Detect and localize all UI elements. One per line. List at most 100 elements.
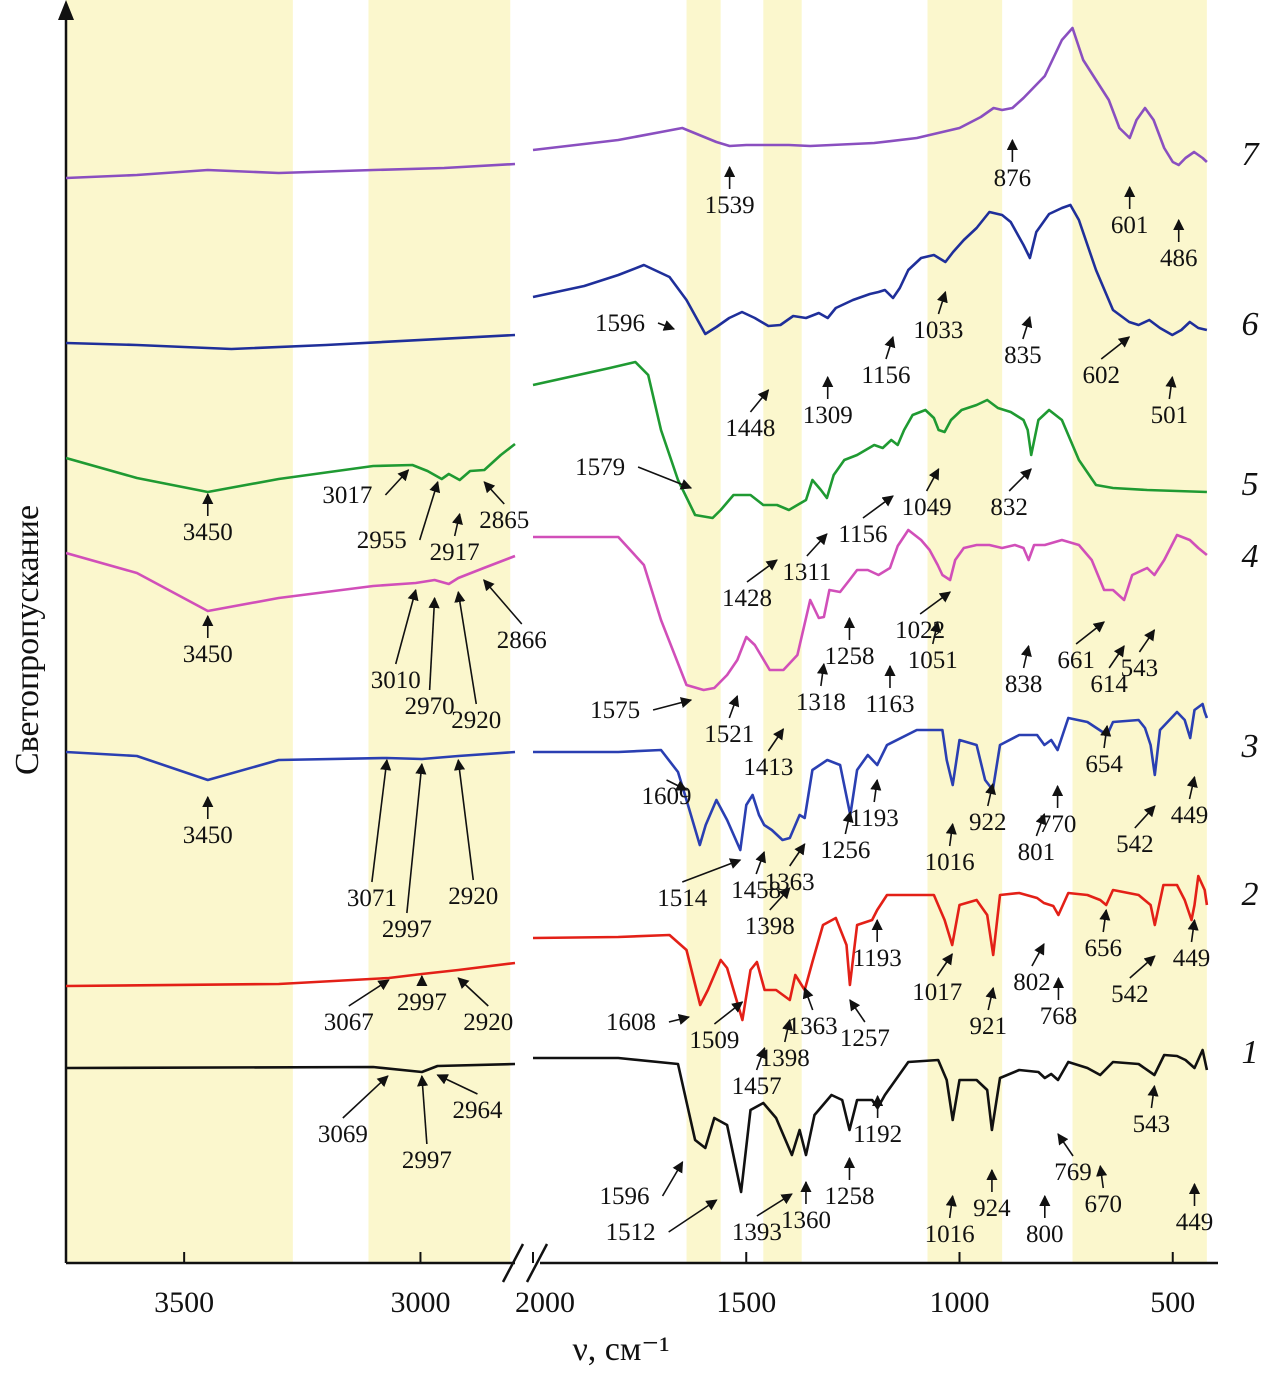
peak-arrow — [849, 999, 866, 1023]
peak-arrow — [371, 758, 392, 883]
series-line-6 — [66, 333, 516, 351]
peak-annotation: 1318 — [796, 662, 846, 716]
peak-label: 1609 — [642, 783, 692, 810]
peak-arrow — [919, 591, 952, 615]
axis-break-mark — [525, 1243, 549, 1283]
peak-label: 1257 — [840, 1025, 890, 1052]
peak-label: 449 — [1171, 802, 1209, 829]
peak-arrow — [348, 979, 390, 1007]
peak-label: 770 — [1039, 811, 1077, 838]
peak-label: 449 — [1176, 1209, 1214, 1236]
peak-arrow — [945, 822, 957, 847]
peak-annotation: 614 — [1090, 645, 1128, 698]
highlight-band — [66, 0, 293, 1263]
peak-label: 1393 — [732, 1219, 782, 1246]
peak-annotation: 2997 — [382, 762, 432, 943]
curve-number: 2 — [1242, 876, 1259, 913]
peak-annotation: 1192 — [853, 1094, 902, 1148]
peak-label: 1051 — [908, 647, 958, 674]
y-axis-arrow-icon — [58, 0, 74, 20]
peak-arrow — [930, 620, 941, 645]
peak-annotation: 3010 — [371, 588, 421, 694]
peak-annotation: 838 — [1005, 644, 1043, 698]
peak-label: 501 — [1151, 402, 1189, 429]
peak-annotation: 2955 — [357, 480, 441, 554]
peak-label: 2920 — [448, 883, 498, 910]
peak-arrow — [767, 728, 785, 752]
curve-number: 6 — [1242, 306, 1259, 343]
peak-label: 2964 — [452, 1097, 503, 1124]
peak-annotation: 1051 — [908, 620, 958, 674]
peak-annotation: 661 — [1057, 621, 1105, 674]
peak-arrow — [802, 986, 814, 1011]
peak-label: 1509 — [689, 1027, 739, 1054]
peak-label: 614 — [1090, 671, 1128, 698]
peak-label: 802 — [1013, 969, 1051, 996]
peak-arrow — [451, 512, 463, 537]
peak-label: 543 — [1133, 1111, 1171, 1138]
peak-arrow — [870, 778, 882, 803]
peak-annotation: 542 — [1111, 955, 1156, 1008]
peak-label: 921 — [969, 1013, 1007, 1040]
peak-annotation: 1457 — [732, 1046, 782, 1100]
peak-label: 832 — [990, 494, 1028, 521]
peak-annotation: 601 — [1111, 185, 1148, 239]
peak-annotation: 800 — [1026, 1194, 1064, 1248]
peak-label: 3071 — [347, 885, 397, 912]
peak-label: 1521 — [704, 721, 754, 748]
peak-arrow — [661, 1161, 684, 1197]
axis-break-mark — [501, 1243, 525, 1283]
peak-arrow — [728, 694, 740, 719]
peak-annotation: 1163 — [865, 664, 915, 718]
peak-annotation: 542 — [1116, 805, 1156, 858]
peak-arrow — [985, 986, 997, 1011]
peak-arrow — [417, 1074, 429, 1145]
peak-annotation: 924 — [973, 1168, 1011, 1222]
peak-annotation: 876 — [994, 138, 1031, 192]
peak-label: 1311 — [782, 559, 831, 586]
peak-arrow — [862, 495, 894, 519]
peak-label: 3450 — [183, 519, 233, 546]
series-line-5 — [66, 442, 516, 494]
peak-label: 1156 — [861, 362, 910, 389]
peak-label: 3010 — [371, 667, 421, 694]
highlight-band — [686, 0, 721, 1263]
peak-annotation: 670 — [1084, 1164, 1122, 1218]
peak-annotation: 1033 — [913, 290, 963, 344]
peak-label: 1192 — [853, 1121, 902, 1148]
peak-label: 1022 — [895, 617, 945, 644]
peak-arrow — [1129, 955, 1156, 979]
peak-annotation: 1428 — [722, 559, 778, 612]
peak-arrow — [1021, 315, 1033, 340]
peak-arrow — [483, 481, 505, 505]
peak-arrow — [681, 858, 742, 883]
peak-annotation: 1575 — [590, 697, 693, 724]
peak-label: 1256 — [820, 837, 870, 864]
peak-arrow — [1020, 644, 1032, 669]
peak-label: 1575 — [590, 697, 640, 724]
peak-arrow — [1100, 724, 1112, 749]
peak-annotation: 2997 — [402, 1074, 452, 1174]
peak-label: 2865 — [479, 507, 529, 534]
peak-annotation: 1539 — [705, 165, 755, 219]
peak-label: 449 — [1173, 945, 1211, 972]
peak-annotation: 1514 — [657, 858, 742, 912]
peak-annotation: 1016 — [925, 1194, 975, 1248]
peak-label: 3067 — [324, 1009, 374, 1036]
peak-annotation: 1596 — [600, 1161, 684, 1210]
peak-annotation: 1017 — [912, 953, 962, 1006]
peak-annotation: 1193 — [850, 778, 899, 832]
peak-arrow — [1165, 375, 1177, 400]
peak-label: 2955 — [357, 527, 407, 554]
peak-label: 922 — [969, 809, 1007, 836]
peak-arrow — [1186, 775, 1198, 800]
peak-label: 1448 — [725, 415, 775, 442]
peak-arrow — [436, 1074, 478, 1095]
peak-annotation: 2917 — [430, 512, 480, 566]
peak-label: 3450 — [183, 641, 233, 668]
peak-label: 838 — [1005, 671, 1043, 698]
peak-annotation: 1022 — [895, 591, 952, 644]
peak-label: 2970 — [405, 693, 455, 720]
peak-arrow — [454, 590, 478, 705]
